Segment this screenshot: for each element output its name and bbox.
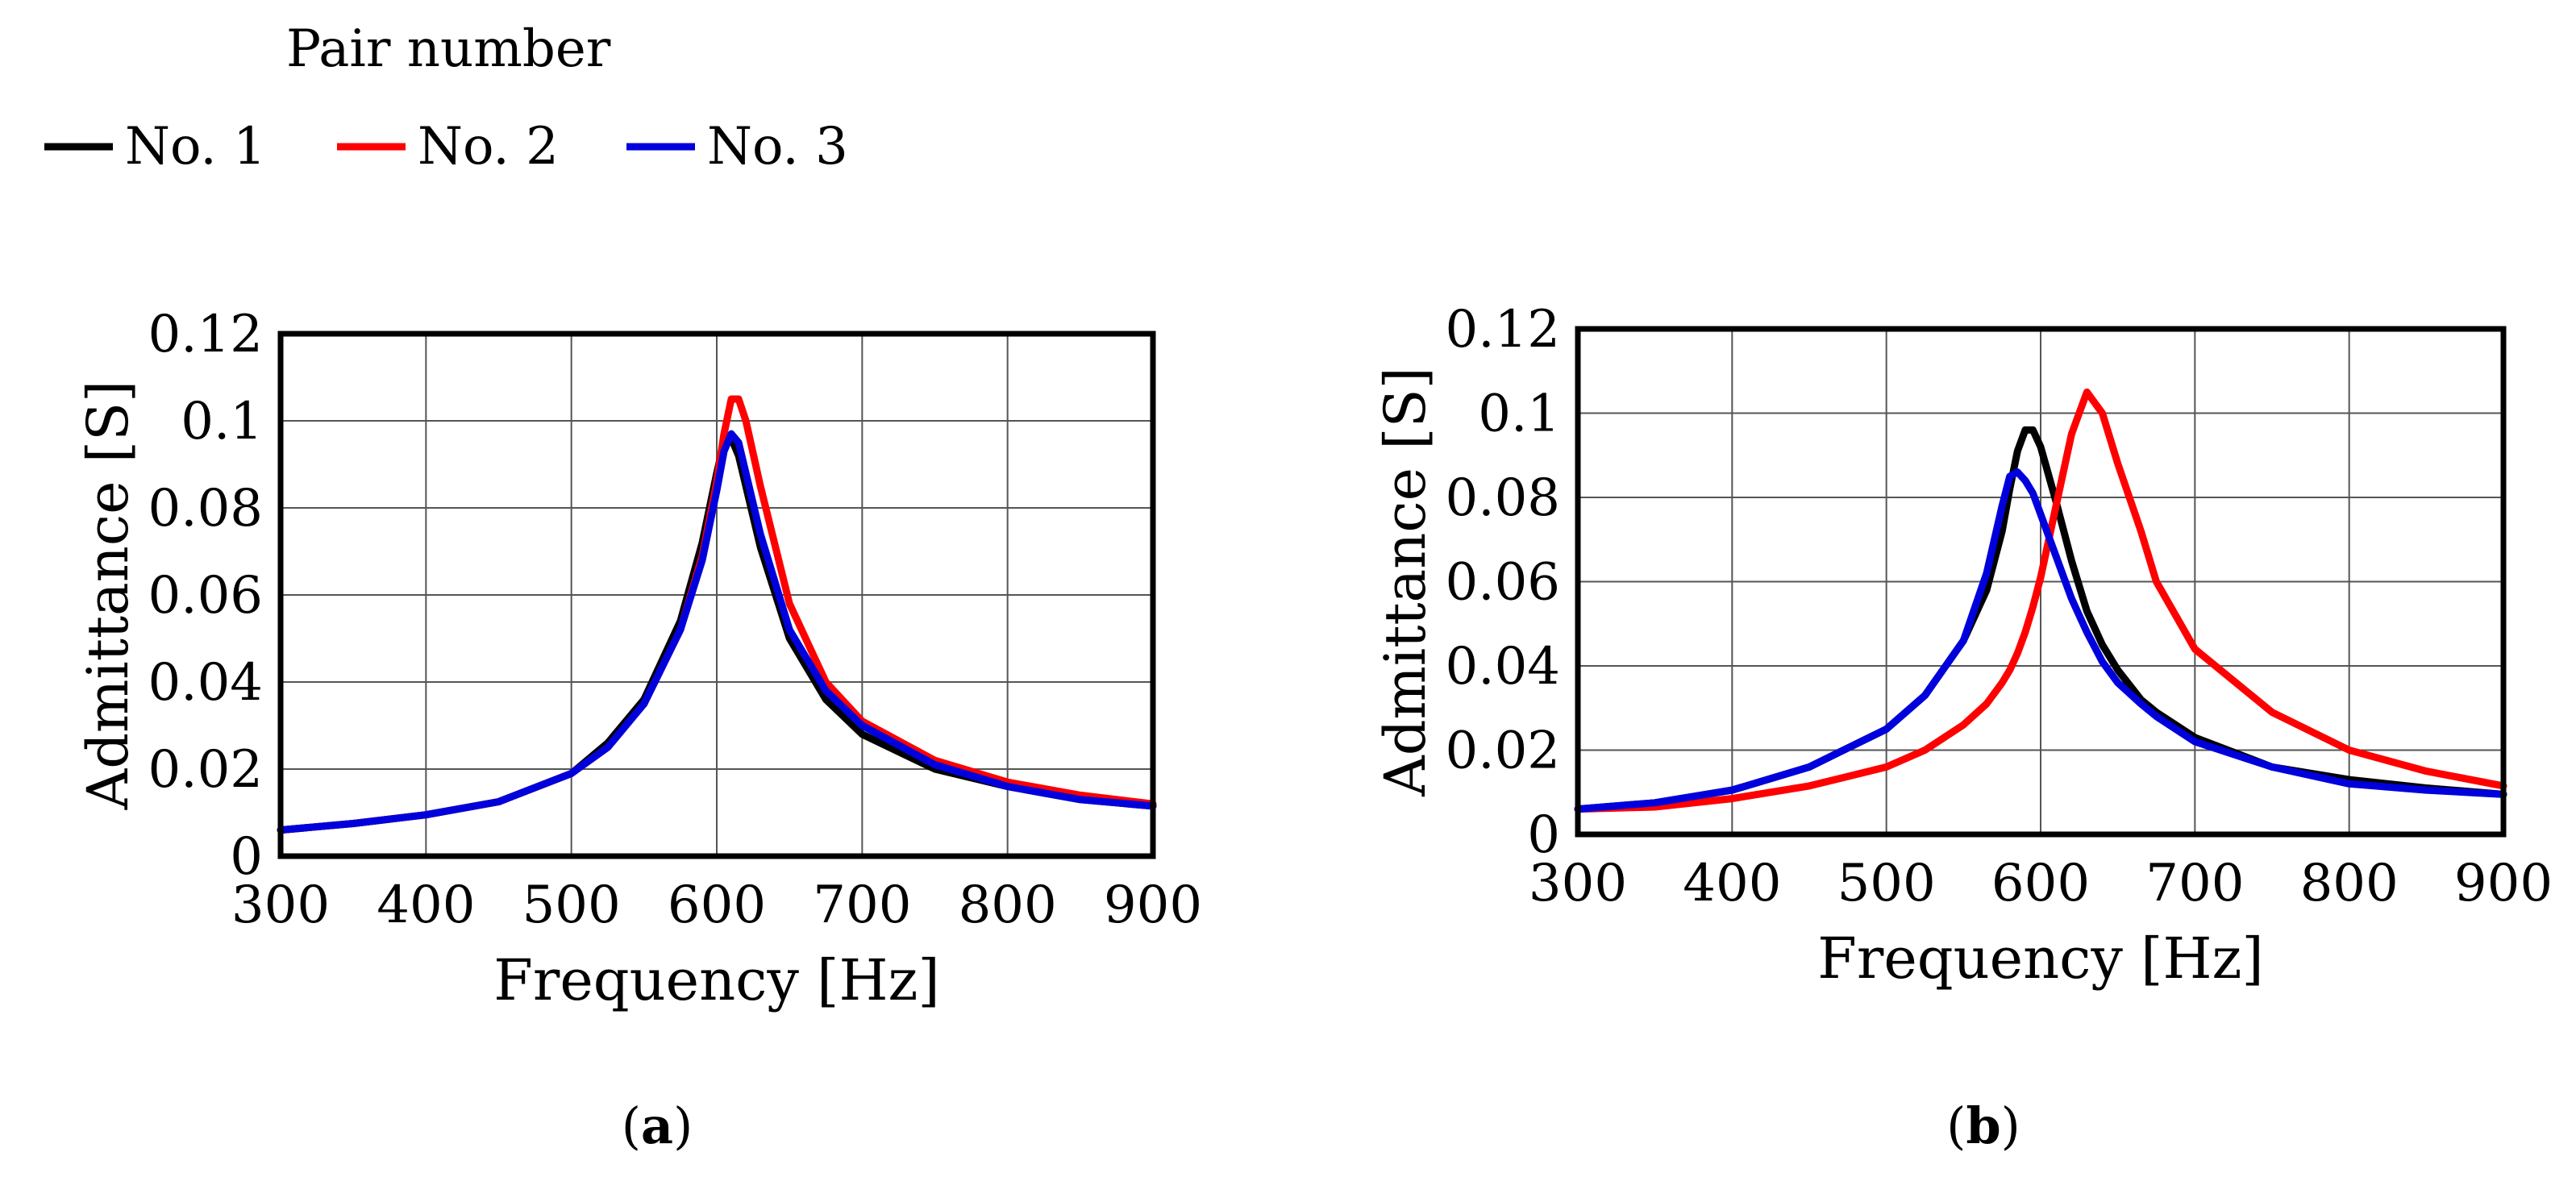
y-tick-label: 0.06 (148, 566, 264, 626)
x-tick-label: 800 (2300, 854, 2399, 913)
y-tick-labels-a: 0 0.02 0.04 0.06 0.08 0.1 0.12 (148, 305, 264, 887)
plot-frame-a (277, 331, 1156, 859)
y-axis-label-a: Admittance [S] (75, 381, 141, 811)
x-tick-label: 400 (377, 875, 475, 935)
x-tick-label: 900 (1104, 875, 1202, 935)
panel-letter-a: a (641, 1096, 673, 1155)
y-tick-label: 0 (1527, 805, 1560, 865)
chart-panel-a: 300 400 500 600 700 800 900 00.020.040.060.080… (75, 305, 1202, 1155)
y-tick-label: 0.02 (1446, 722, 1561, 781)
x-tick-label: 300 (231, 875, 330, 935)
grid-a (280, 333, 1154, 857)
x-tick-label: 600 (1991, 854, 2090, 913)
y-tick-label: 0.1 (181, 392, 263, 451)
y-tick-label: 0.02 (148, 740, 264, 800)
series-line-b-2 (1574, 388, 2507, 813)
legend-label-1: No. 1 (125, 117, 266, 177)
y-tick-label: 0.04 (148, 653, 264, 713)
x-tick-label: 500 (1837, 854, 1936, 913)
x-tick-label: 400 (1683, 854, 1781, 913)
x-tick-label: 500 (522, 875, 621, 935)
y-tick-label: 0.12 (148, 305, 264, 364)
legend-entry-1: No. 1 (44, 117, 266, 177)
legend: Pair number No. 1 No. 2 No. 3 (44, 19, 848, 177)
y-tick-label: 0.08 (1446, 468, 1561, 528)
panel-label-b: (b) (1946, 1096, 2020, 1155)
series-group-a (277, 395, 1157, 834)
panel-letter-b: b (1966, 1096, 2000, 1155)
y-tick-label: 0 (230, 827, 263, 887)
legend-label-2: No. 2 (418, 117, 559, 177)
legend-entry-3: No. 3 (626, 117, 848, 177)
x-tick-labels-b: 300 400 500 600 700 800 900 (1529, 854, 2553, 913)
x-tick-label: 600 (668, 875, 766, 935)
legend-entry-2: No. 2 (337, 117, 559, 177)
x-tick-label: 800 (959, 875, 1057, 935)
chart-panel-b: 300 400 500 600 700 800 900 00.020.040.060.080… (1372, 300, 2553, 1155)
x-tick-labels-a: 300 400 500 600 700 800 900 (231, 875, 1202, 935)
x-tick-label: 700 (2145, 854, 2244, 913)
series-line-b-3 (1574, 468, 2507, 813)
series-line-a-3 (277, 430, 1157, 834)
x-tick-label: 900 (2454, 854, 2553, 913)
x-tick-label: 300 (1529, 854, 1627, 913)
x-tick-label: 700 (813, 875, 911, 935)
legend-label-3: No. 3 (707, 117, 848, 177)
x-axis-label-b: Frequency [Hz] (1817, 925, 2263, 992)
series-group-b (1574, 388, 2507, 813)
y-axis-label-b: Admittance [S] (1372, 367, 1438, 797)
y-tick-label: 0.08 (148, 479, 264, 539)
legend-title: Pair number (286, 19, 611, 79)
x-axis-label-a: Frequency [Hz] (493, 947, 939, 1013)
y-tick-label: 0.04 (1446, 637, 1561, 697)
y-tick-label: 0.12 (1446, 300, 1561, 360)
plot-frame-b (1575, 326, 2507, 838)
y-tick-labels-b: 0 0.02 0.04 0.06 0.08 0.1 0.12 (1446, 300, 1561, 865)
y-tick-label: 0.06 (1446, 553, 1561, 613)
y-tick-label: 0.1 (1478, 385, 1560, 444)
panel-label-a: (a) (622, 1096, 693, 1155)
